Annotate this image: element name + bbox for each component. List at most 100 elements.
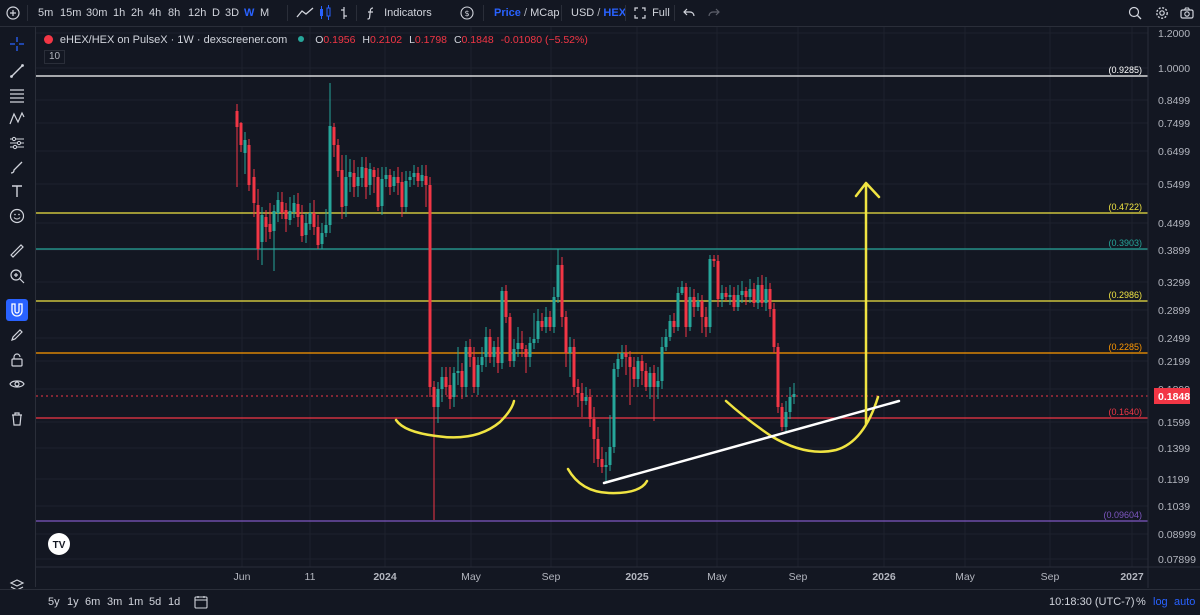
candle-body — [396, 177, 400, 183]
candle-body — [312, 213, 316, 227]
candle-body — [632, 367, 636, 379]
percent-toggle[interactable]: % — [1136, 596, 1146, 608]
price-chart[interactable]: (0.9285) (0.4722) (0.3903) (0.2986) (0.2285)… — [36, 27, 1200, 588]
tv-logo-mark: TV — [53, 540, 66, 551]
timeframe-w[interactable]: W — [244, 7, 255, 19]
calendar-icon — [194, 596, 208, 609]
candle-body — [532, 339, 536, 343]
time-tick-label: May — [955, 571, 976, 583]
quote-currency-toggle[interactable]: USD / HEX — [571, 0, 626, 26]
low-key: L — [409, 34, 415, 46]
goto-date-button[interactable] — [194, 590, 208, 615]
remove-drawings-tool[interactable] — [6, 408, 28, 430]
lock-drawings-tool[interactable] — [6, 349, 28, 371]
trash-icon — [12, 412, 22, 426]
trend-line-tool[interactable] — [6, 60, 28, 82]
magnet-tool[interactable] — [6, 299, 28, 321]
zoom-tool[interactable] — [6, 265, 28, 287]
range-1y[interactable]: 1y — [67, 596, 79, 608]
timeframe-5m[interactable]: 5m — [38, 7, 54, 19]
trend-line-icon — [10, 64, 24, 78]
range-3m[interactable]: 3m — [107, 596, 123, 608]
measure-tool[interactable] — [6, 240, 28, 262]
clock-readout[interactable]: 10:18:30 (UTC-7) — [1049, 596, 1135, 608]
price-mcap-toggle[interactable]: Price / MCap — [494, 0, 559, 26]
candle-body — [628, 357, 632, 367]
candle-body — [760, 285, 764, 303]
log-toggle[interactable]: log — [1153, 596, 1168, 608]
price-tick-label: 1.2000 — [1158, 28, 1190, 40]
candle-body — [648, 373, 652, 387]
candle-body — [548, 317, 552, 327]
candle-body — [624, 353, 628, 357]
candle-body — [708, 259, 712, 327]
candle-body — [384, 175, 388, 179]
mcap-option[interactable]: MCap — [530, 7, 560, 19]
price-tick-label: 0.2899 — [1158, 305, 1190, 317]
hex-option[interactable]: HEX — [603, 7, 627, 19]
timeframe-2h[interactable]: 2h — [131, 7, 144, 19]
price-option[interactable]: Price — [494, 7, 521, 19]
quick-search-button[interactable] — [1128, 0, 1142, 26]
range-5y[interactable]: 5y — [48, 596, 60, 608]
candle-body — [340, 170, 344, 207]
stay-drawing-tool[interactable] — [6, 324, 28, 346]
volume-indicator-badge[interactable]: 10 — [44, 50, 66, 64]
chart-style-line-button[interactable] — [296, 0, 314, 26]
timeframe-d[interactable]: D — [212, 7, 220, 19]
fullscreen-button[interactable]: Full — [634, 0, 670, 26]
price-tick-label: 0.1039 — [1158, 501, 1190, 513]
pattern-tool[interactable] — [6, 108, 28, 130]
crosshair-tool[interactable] — [6, 33, 28, 55]
hide-drawings-tool[interactable] — [6, 373, 28, 395]
candle-body — [656, 381, 660, 387]
smiley-icon — [9, 208, 25, 224]
settings-button[interactable] — [1155, 0, 1169, 26]
indicators-button[interactable]: Indicators — [364, 0, 432, 26]
price-tick-label: 0.07899 — [1158, 554, 1196, 566]
full-label: Full — [652, 7, 670, 19]
symbol-icon — [44, 35, 53, 44]
timeframe-12h[interactable]: 12h — [188, 7, 207, 19]
range-1d[interactable]: 1d — [168, 596, 181, 608]
alerts-button[interactable]: $ — [460, 0, 474, 26]
chart-style-candles-button[interactable] — [318, 0, 332, 26]
text-tool[interactable] — [6, 180, 28, 202]
brush-tool[interactable] — [6, 156, 28, 178]
function-icon — [367, 7, 374, 20]
redo-button[interactable] — [708, 0, 720, 26]
price-tick-label: 0.2499 — [1158, 333, 1190, 345]
timeframe-15m[interactable]: 15m — [60, 7, 82, 19]
range-1m[interactable]: 1m — [128, 596, 144, 608]
add-symbol-button[interactable] — [6, 0, 20, 26]
candle-body — [660, 347, 664, 381]
timeframe-3d[interactable]: 3D — [225, 7, 240, 19]
candle-body — [320, 233, 324, 244]
range-6m[interactable]: 6m — [85, 596, 101, 608]
usd-option[interactable]: USD — [571, 7, 595, 19]
candle-body — [368, 169, 372, 185]
sliders-icon — [10, 136, 24, 150]
timeframe-8h[interactable]: 8h — [168, 7, 181, 19]
fib-tool[interactable] — [6, 84, 28, 106]
close-value: 0.1848 — [461, 34, 494, 46]
timeframe-m[interactable]: M — [260, 7, 270, 19]
candle-body — [756, 285, 760, 303]
separator-slash-2: / — [597, 7, 601, 19]
candle-body — [247, 145, 251, 185]
timeframe-1h[interactable]: 1h — [113, 7, 126, 19]
timeframe-30m[interactable]: 30m — [86, 7, 108, 19]
auto-toggle[interactable]: auto — [1174, 596, 1196, 608]
undo-button[interactable] — [683, 0, 695, 26]
prediction-tool[interactable] — [6, 132, 28, 154]
price-tick-label: 0.2199 — [1158, 356, 1190, 368]
candle-body — [740, 291, 744, 295]
candle-body — [284, 210, 288, 219]
symbol-title[interactable]: eHEX/HEX on PulseX · 1W · dexscreener.co… — [59, 34, 288, 46]
candle-body — [356, 177, 360, 186]
bars-style-button[interactable] — [338, 0, 350, 26]
emoji-tool[interactable] — [6, 205, 28, 227]
timeframe-4h[interactable]: 4h — [149, 7, 162, 19]
screenshot-button[interactable] — [1180, 0, 1194, 26]
range-5d[interactable]: 5d — [149, 596, 162, 608]
